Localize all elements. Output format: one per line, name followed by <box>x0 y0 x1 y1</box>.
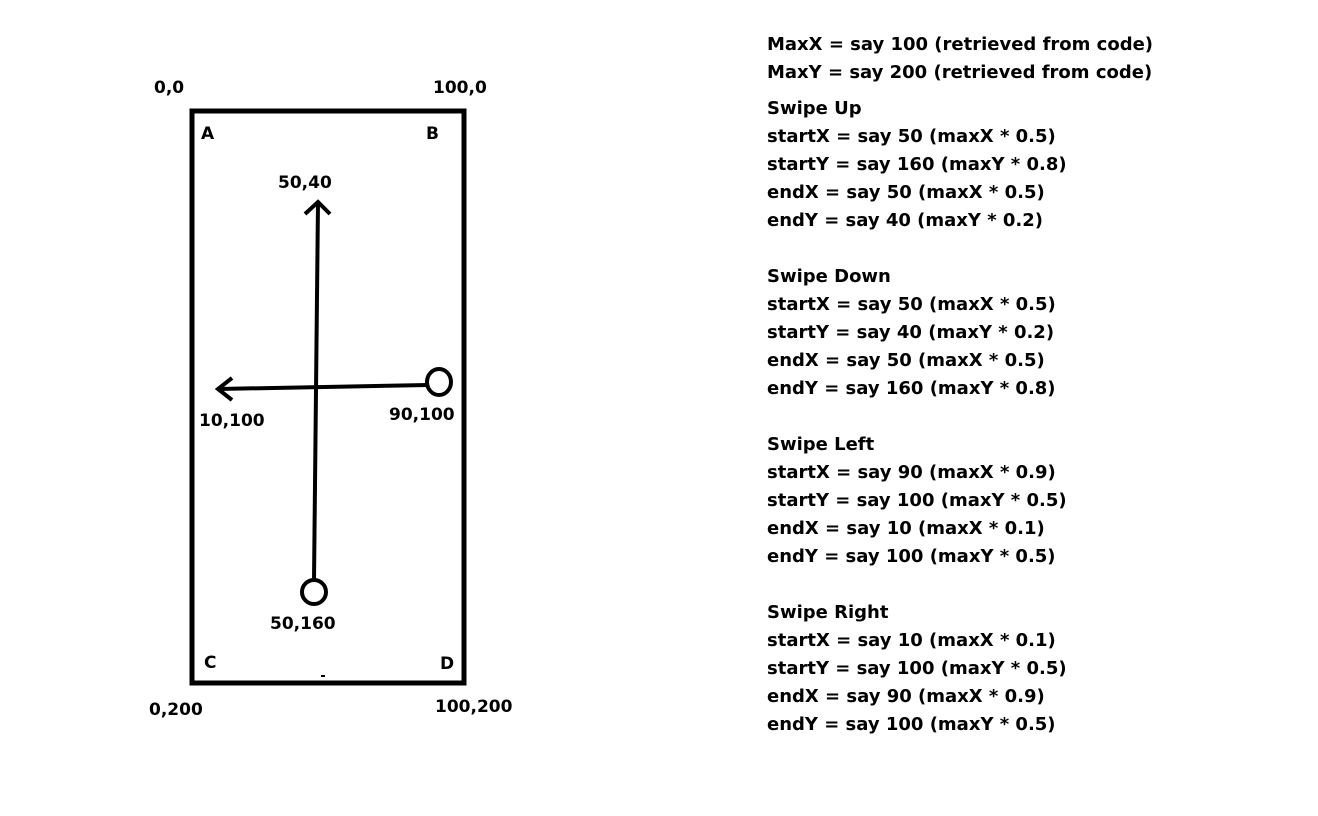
section-line: endY = say 100 (maxY * 0.5) <box>767 546 1056 567</box>
coord-top-right: 100,0 <box>433 78 487 98</box>
corner-letter-b: B <box>426 124 439 144</box>
swipe-left-start-circle <box>425 367 453 397</box>
section-line: startX = say 50 (maxX * 0.5) <box>767 126 1056 147</box>
section-line: startY = say 100 (maxY * 0.5) <box>767 490 1067 511</box>
coord-top-left: 0,0 <box>154 78 185 98</box>
section-line: endX = say 50 (maxX * 0.5) <box>767 350 1045 371</box>
section-line: startX = say 50 (maxX * 0.5) <box>767 294 1056 315</box>
swipe-right-section: Swipe Right startX = say 10 (maxX * 0.1)… <box>767 599 1153 739</box>
coord-bottom-right: 100,200 <box>435 697 513 717</box>
swipe-up-line <box>312 201 320 581</box>
section-line: endY = say 100 (maxY * 0.5) <box>767 714 1056 735</box>
point-label-up-end: 50,40 <box>278 173 332 193</box>
section-line: endX = say 90 (maxX * 0.9) <box>767 686 1045 707</box>
coord-bottom-left: 0,200 <box>149 700 203 720</box>
point-label-left-start: 90,100 <box>389 405 455 425</box>
swipe-up-section: Swipe Up startX = say 50 (maxX * 0.5) st… <box>767 95 1153 235</box>
swipe-left-section: Swipe Left startX = say 90 (maxX * 0.9) … <box>767 431 1153 571</box>
section-title: Swipe Right <box>767 602 889 623</box>
section-line: startX = say 90 (maxX * 0.9) <box>767 462 1056 483</box>
corner-letter-c: C <box>204 653 217 673</box>
corner-letter-a: A <box>201 124 215 144</box>
point-label-left-end: 10,100 <box>199 411 265 431</box>
point-label-up-start: 50,160 <box>270 614 336 634</box>
swipe-notes: MaxX = say 100 (retrieved from code) Max… <box>767 31 1153 739</box>
swipe-up-arrowhead <box>303 199 332 216</box>
section-line: startY = say 160 (maxY * 0.8) <box>767 154 1067 175</box>
section-line: startY = say 100 (maxY * 0.5) <box>767 658 1067 679</box>
max-x-line: MaxX = say 100 (retrieved from code) <box>767 34 1154 55</box>
section-title: Swipe Up <box>767 98 862 119</box>
section-line: startY = say 40 (maxY * 0.2) <box>767 322 1055 343</box>
swipe-up-start-circle <box>300 578 328 606</box>
section-title: Swipe Down <box>767 266 891 287</box>
corner-letter-d: D <box>440 654 455 674</box>
section-line: endY = say 40 (maxY * 0.2) <box>767 210 1044 231</box>
section-line: startX = say 10 (maxX * 0.1) <box>767 630 1056 651</box>
section-line: endY = say 160 (maxY * 0.8) <box>767 378 1056 399</box>
screen-rectangle <box>189 108 467 686</box>
section-title: Swipe Left <box>767 434 875 455</box>
section-line: endX = say 10 (maxX * 0.1) <box>767 518 1045 539</box>
max-y-line: MaxY = say 200 (retrieved from code) <box>767 62 1153 83</box>
section-line: endX = say 50 (maxX * 0.5) <box>767 182 1045 203</box>
swipe-left-line <box>217 383 429 391</box>
swipe-left-arrowhead <box>214 376 234 402</box>
swipe-down-section: Swipe Down startX = say 50 (maxX * 0.5) … <box>767 263 1153 403</box>
